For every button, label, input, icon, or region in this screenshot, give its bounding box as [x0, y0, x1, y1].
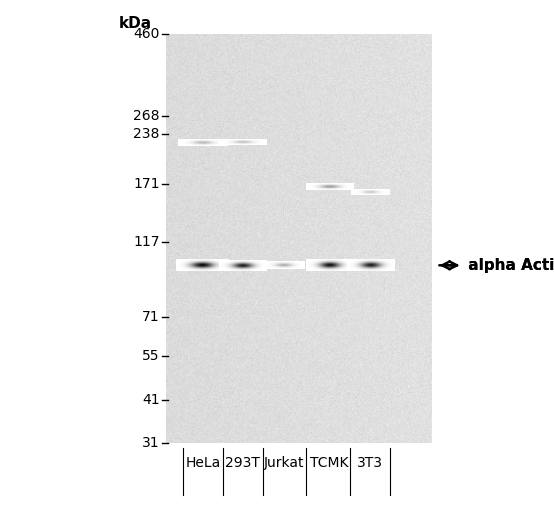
- Text: 71: 71: [142, 310, 160, 324]
- Text: 268: 268: [133, 109, 160, 123]
- Text: alpha Actinin 4/ACTN4: alpha Actinin 4/ACTN4: [463, 258, 554, 273]
- Text: 3T3: 3T3: [357, 456, 383, 470]
- Text: 31: 31: [142, 436, 160, 450]
- Text: 293T: 293T: [225, 456, 260, 470]
- Text: 460: 460: [133, 27, 160, 41]
- Text: 117: 117: [133, 235, 160, 248]
- Text: 41: 41: [142, 394, 160, 408]
- Text: alpha Actinin 4/ACTN4: alpha Actinin 4/ACTN4: [442, 258, 554, 273]
- Text: Jurkat: Jurkat: [263, 456, 304, 470]
- Text: 238: 238: [133, 127, 160, 141]
- Text: HeLa: HeLa: [185, 456, 220, 470]
- Text: TCMK: TCMK: [310, 456, 348, 470]
- Text: 55: 55: [142, 349, 160, 363]
- Text: 171: 171: [133, 177, 160, 191]
- Text: kDa: kDa: [119, 16, 152, 31]
